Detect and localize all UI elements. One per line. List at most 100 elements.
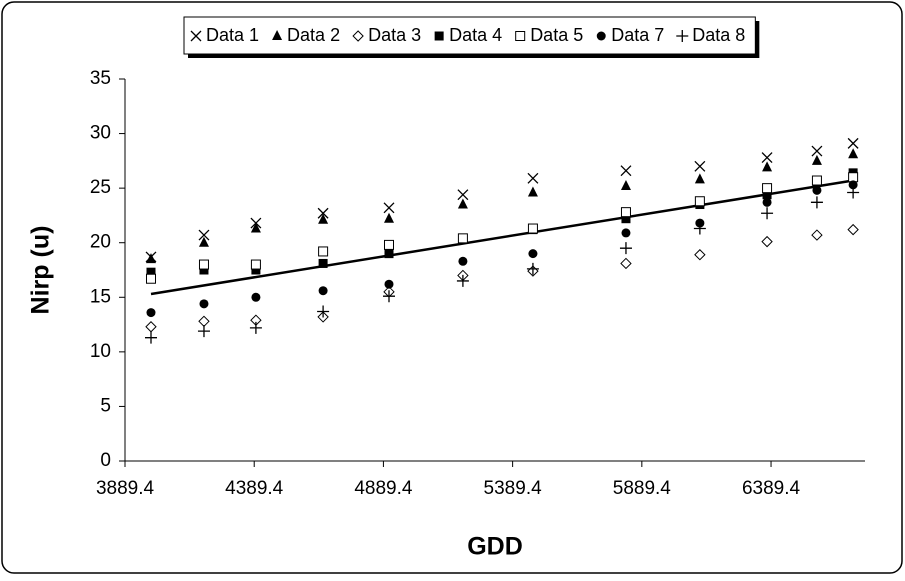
marker-circle xyxy=(528,249,538,259)
marker-square-open xyxy=(620,207,631,218)
legend-label: Data 7 xyxy=(611,25,664,45)
marker-circle xyxy=(384,279,394,289)
legend-label: Data 4 xyxy=(449,25,502,45)
marker-square xyxy=(762,190,772,200)
marker-circle xyxy=(146,308,156,318)
legend-label: Data 1 xyxy=(206,25,259,45)
y-tick-label: 20 xyxy=(90,232,111,253)
marker-plus xyxy=(456,274,469,287)
marker-plus xyxy=(317,305,330,318)
marker-diamond xyxy=(620,257,632,270)
marker-square xyxy=(146,267,156,277)
marker-triangle xyxy=(762,161,773,172)
marker-x xyxy=(457,189,469,201)
marker-circle xyxy=(762,197,772,207)
y-tick-label: 30 xyxy=(90,123,111,144)
marker-square-open xyxy=(457,233,468,244)
y-axis-title: Nirp (u) xyxy=(27,226,55,315)
marker-circle xyxy=(458,256,468,266)
x-tick-label: 5889.4 xyxy=(613,478,672,499)
y-tick-label: 5 xyxy=(100,395,111,416)
y-tick-label: 25 xyxy=(90,177,111,198)
marker-circle xyxy=(596,31,606,41)
marker-square-open xyxy=(250,259,261,270)
marker-triangle xyxy=(620,179,631,190)
marker-circle xyxy=(318,286,328,296)
marker-triangle xyxy=(145,253,156,264)
marker-x xyxy=(620,165,632,177)
marker-square-open xyxy=(694,196,705,207)
marker-x xyxy=(198,229,210,241)
x-axis-title: GDD xyxy=(467,533,523,561)
marker-square-open xyxy=(318,246,329,257)
marker-circle xyxy=(621,228,631,238)
marker-triangle xyxy=(198,236,209,247)
marker-plus xyxy=(693,222,706,235)
marker-plus xyxy=(619,242,632,255)
y-tick-label: 10 xyxy=(90,341,111,362)
x-tick-label: 4889.4 xyxy=(354,478,413,499)
marker-circle xyxy=(199,299,209,309)
marker-square xyxy=(318,258,328,268)
marker-diamond xyxy=(811,229,823,241)
marker-x xyxy=(847,137,859,149)
y-tick-label: 35 xyxy=(90,68,111,89)
marker-circle xyxy=(848,180,858,190)
marker-square xyxy=(434,31,444,41)
marker-x xyxy=(527,172,539,184)
marker-plus xyxy=(382,290,395,303)
marker-square-open xyxy=(811,175,822,186)
marker-square-open xyxy=(145,273,156,284)
marker-square xyxy=(251,265,261,275)
legend-label: Data 2 xyxy=(287,25,340,45)
marker-plus xyxy=(810,196,823,209)
marker-triangle xyxy=(383,212,394,223)
y-tick-label: 15 xyxy=(90,286,111,307)
trendline xyxy=(150,179,854,296)
marker-x xyxy=(190,30,202,42)
marker-triangle xyxy=(694,173,705,184)
legend-label: Data 5 xyxy=(530,25,583,45)
marker-diamond xyxy=(694,249,706,261)
marker-plus xyxy=(526,262,539,275)
marker-x xyxy=(694,160,706,172)
marker-diamond xyxy=(761,235,773,248)
marker-square xyxy=(621,214,631,224)
marker-triangle xyxy=(848,148,859,159)
marker-triangle xyxy=(250,222,261,233)
marker-plus xyxy=(761,207,774,220)
marker-triangle xyxy=(527,186,538,197)
marker-square xyxy=(199,265,209,275)
marker-square-open xyxy=(527,223,538,234)
marker-circle xyxy=(812,185,822,195)
marker-triangle xyxy=(318,213,329,224)
marker-plus xyxy=(144,331,157,344)
marker-plus xyxy=(249,321,262,334)
legend-label: Data 3 xyxy=(368,25,421,45)
marker-plus xyxy=(197,325,210,338)
marker-diamond xyxy=(352,30,364,42)
x-tick-label: 4389.4 xyxy=(225,478,284,499)
marker-x xyxy=(761,152,773,164)
marker-plus xyxy=(676,30,689,42)
marker-square xyxy=(384,249,394,259)
marker-plus xyxy=(847,186,860,199)
marker-triangle xyxy=(811,154,822,165)
y-tick-label: 0 xyxy=(100,450,111,471)
marker-square-open xyxy=(198,259,209,270)
legend: Data 1 Data 2 Data 3 Data 4 Data 5 Data 7 Data… xyxy=(183,16,760,58)
marker-square-open xyxy=(515,31,526,41)
marker-x xyxy=(811,145,823,157)
x-tick-label: 5389.4 xyxy=(484,478,543,499)
marker-diamond xyxy=(847,223,859,236)
x-tick-label: 6389.4 xyxy=(742,478,801,499)
marker-triangle xyxy=(272,30,283,40)
marker-x xyxy=(383,202,395,214)
marker-circle xyxy=(251,292,261,302)
x-tick-label: 3889.4 xyxy=(96,478,155,499)
marker-x xyxy=(317,207,329,219)
marker-square-open xyxy=(383,239,394,250)
legend-label: Data 8 xyxy=(692,25,745,45)
